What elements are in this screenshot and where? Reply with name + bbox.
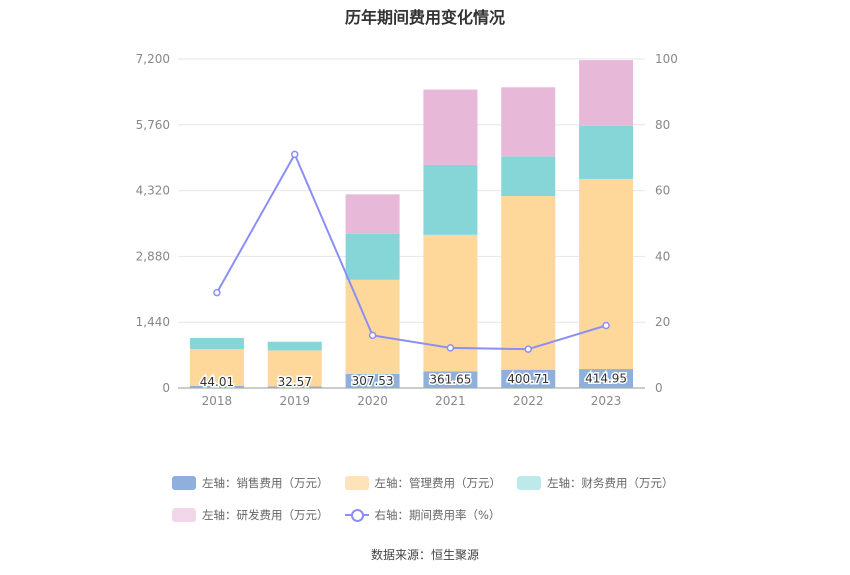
bar-segment-series-0 <box>189 385 244 388</box>
legend-item-admin[interactable]: 左轴：管理费用（万元） <box>344 475 502 491</box>
legend-item-rate[interactable]: 右轴：期间费用率（%） <box>344 507 501 523</box>
bar-segment-series-1 <box>267 350 322 387</box>
y-right-tick-label: 20 <box>655 315 670 329</box>
legend-label-finance: 左轴：财务费用（万元） <box>547 476 674 490</box>
legend-item-finance[interactable]: 左轴：财务费用（万元） <box>517 475 674 491</box>
bar-segment-series-3 <box>501 87 556 157</box>
y-left-tick-label: 7,200 <box>136 52 170 66</box>
bar-data-label: 361.65 <box>429 373 471 387</box>
line-point <box>213 288 221 297</box>
legend-row: 左轴：销售费用（万元） 左轴：管理费用（万元） 左轴：财务费用（万元） <box>172 472 732 494</box>
bar-segment-series-1 <box>189 348 244 386</box>
y-right-tick-label: 40 <box>655 249 670 263</box>
legend-swatch-rd <box>172 508 196 522</box>
legend: 左轴：销售费用（万元） 左轴：管理费用（万元） 左轴：财务费用（万元） 左轴：研… <box>172 472 732 536</box>
bar-data-label: 44.01 <box>200 375 234 389</box>
bar-segment-series-2 <box>189 338 244 349</box>
bar-segment-series-3 <box>345 194 400 234</box>
legend-swatch-admin <box>344 476 369 490</box>
bar-segment-series-0 <box>345 373 400 388</box>
x-tick-label: 2023 <box>591 394 622 408</box>
bar-segment-series-3 <box>579 60 634 126</box>
x-tick-label: 2020 <box>357 394 388 408</box>
bar-data-label: 414.95 <box>585 372 627 386</box>
bar-segment-series-3 <box>423 89 478 165</box>
y-left-tick-label: 4,320 <box>136 184 170 198</box>
y-left-tick-label: 2,880 <box>136 249 170 263</box>
y-left-tick-label: 1,440 <box>136 315 170 329</box>
y-left-tick-label: 0 <box>162 381 170 395</box>
bar-segment-series-2 <box>267 341 322 351</box>
bar-segment-series-0 <box>579 369 634 388</box>
source-note: 数据来源：恒生聚源 <box>370 548 479 562</box>
legend-label-rd: 左轴：研发费用（万元） <box>202 508 329 522</box>
y-left-tick-label: 5,760 <box>136 118 170 132</box>
line-point <box>446 344 455 352</box>
bar-data-label: 307.53 <box>352 374 394 388</box>
legend-row: 左轴：研发费用（万元） 右轴：期间费用率（%） <box>172 504 732 526</box>
bar-data-label: 32.57 <box>278 375 312 389</box>
bar-segment-series-0 <box>423 371 478 388</box>
legend-label-rate: 右轴：期间费用率（%） <box>374 508 501 522</box>
legend-label-admin: 左轴：管理费用（万元） <box>374 476 502 490</box>
y-right-tick-label: 80 <box>655 118 670 132</box>
x-tick-label: 2019 <box>279 394 310 408</box>
bar-segment-series-2 <box>345 233 400 280</box>
y-right-tick-label: 100 <box>655 52 678 66</box>
chart-title: 历年期间费用变化情况 <box>344 8 505 27</box>
bar-segment-series-1 <box>501 196 556 370</box>
y-right-tick-label: 60 <box>655 184 670 198</box>
legend-swatch-sales <box>172 476 196 490</box>
line-series-rate <box>216 152 607 351</box>
y-right-tick-label: 0 <box>655 381 663 395</box>
line-point <box>291 150 299 159</box>
legend-item-sales[interactable]: 左轴：销售费用（万元） <box>172 475 329 491</box>
legend-swatch-finance <box>517 476 541 490</box>
line-point <box>368 331 377 340</box>
bar-segment-series-2 <box>423 164 478 235</box>
legend-swatch-rate <box>344 508 369 522</box>
bar-segment-series-0 <box>501 369 556 388</box>
bar-segment-series-0 <box>267 386 322 388</box>
legend-label-sales: 左轴：销售费用（万元） <box>202 476 329 490</box>
line-point <box>602 321 610 330</box>
bar-segment-series-2 <box>579 125 634 179</box>
x-tick-label: 2018 <box>202 394 233 408</box>
x-tick-label: 2021 <box>435 394 466 408</box>
line-point <box>524 345 532 353</box>
bar-data-label: 400.71 <box>507 372 549 386</box>
x-tick-label: 2022 <box>513 394 544 408</box>
bar-segment-series-1 <box>579 178 634 370</box>
bar-segment-series-2 <box>501 156 556 197</box>
legend-item-rd[interactable]: 左轴：研发费用（万元） <box>172 507 329 523</box>
